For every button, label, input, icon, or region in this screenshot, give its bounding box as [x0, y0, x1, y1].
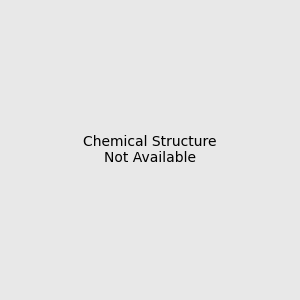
Text: Chemical Structure
Not Available: Chemical Structure Not Available — [83, 135, 217, 165]
